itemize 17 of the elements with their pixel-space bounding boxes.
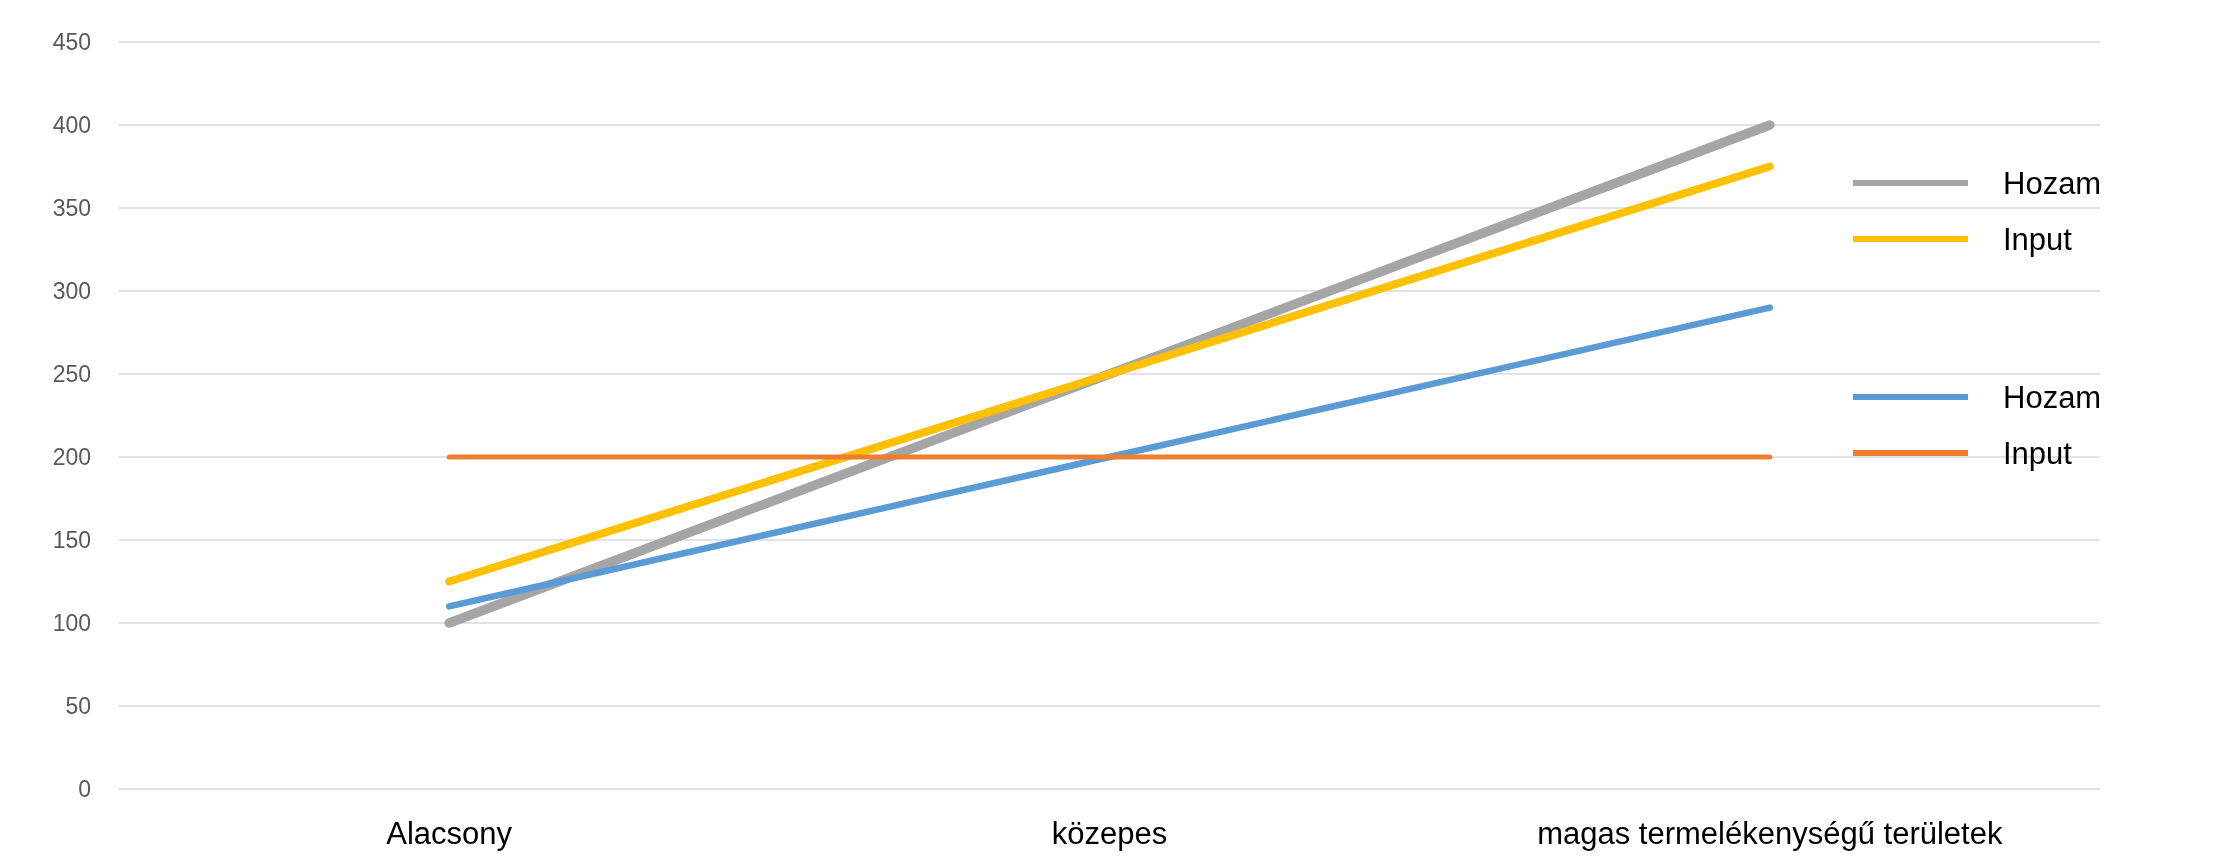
x-tick-label: közepes	[1051, 816, 1168, 851]
x-tick-label: magas termelékenységű területek	[1537, 816, 2003, 851]
y-tick-label: 250	[52, 361, 91, 388]
y-tick-label: 150	[52, 527, 91, 554]
y-tick-label: 350	[52, 195, 91, 222]
legend-label: Hozam	[2003, 165, 2102, 201]
y-tick-label: 100	[52, 610, 91, 637]
y-tick-label: 50	[65, 693, 91, 720]
y-tick-label: 450	[52, 29, 91, 56]
legend-label: Input	[2003, 221, 2073, 257]
y-tick-label: 300	[52, 278, 91, 305]
y-tick-label: 0	[78, 776, 91, 803]
y-tick-label: 400	[52, 112, 91, 139]
x-tick-label: Alacsony	[386, 816, 513, 851]
legend-label: Input	[2003, 435, 2073, 471]
legend-label: Hozam	[2003, 379, 2102, 415]
y-tick-label: 200	[52, 444, 91, 471]
